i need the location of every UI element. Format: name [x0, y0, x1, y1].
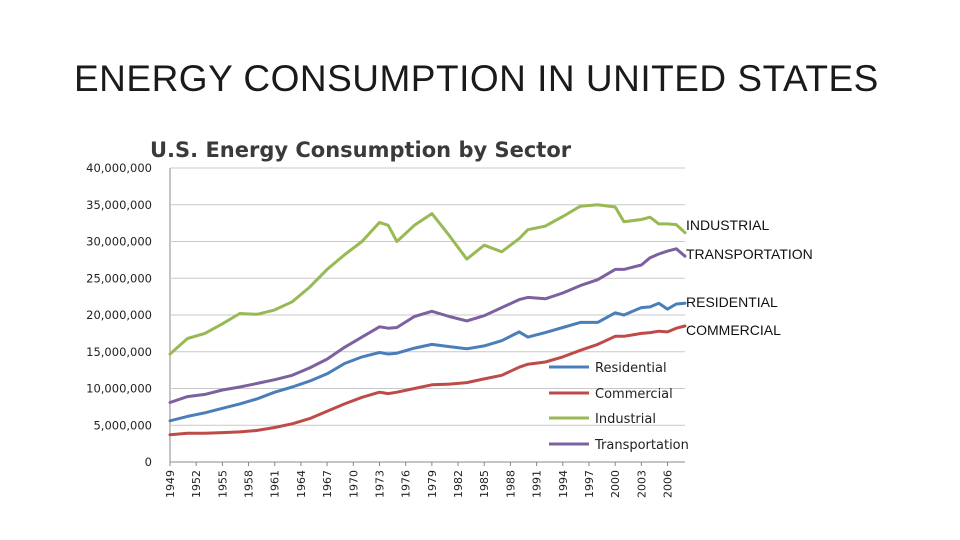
x-tick-label: 1964 — [295, 470, 308, 498]
x-axis-ticks: 1949 1952 1955 1958 1961 1964 1967 1970 1973 1976… — [164, 462, 675, 498]
x-tick-label: 1997 — [583, 470, 596, 498]
chart-title: U.S. Energy Consumption by Sector — [150, 138, 572, 162]
x-tick-label: 2000 — [609, 470, 622, 498]
x-tick-label: 1988 — [504, 470, 517, 498]
series-lines — [168, 203, 687, 437]
y-tick-label: 25,000,000 — [86, 271, 152, 285]
legend-label: Residential — [595, 361, 667, 376]
x-tick-label: 1955 — [216, 470, 229, 498]
y-tick-label: 0 — [145, 455, 152, 469]
y-tick-label: 35,000,000 — [86, 198, 152, 212]
slide-title: ENERGY CONSUMPTION IN UNITED STATES — [74, 58, 879, 99]
series-line-transportation — [168, 247, 687, 404]
series-line-residential — [168, 301, 687, 423]
x-tick-label: 1991 — [531, 470, 544, 498]
legend-label: Industrial — [595, 412, 656, 427]
y-tick-label: 40,000,000 — [86, 161, 152, 175]
label-commercial: COMMERCIAL — [686, 322, 781, 338]
x-tick-label: 1967 — [321, 470, 334, 498]
x-tick-label: 1961 — [269, 470, 282, 498]
x-tick-label: 1994 — [557, 470, 570, 498]
label-industrial: INDUSTRIAL — [686, 217, 770, 233]
x-tick-label: 1973 — [373, 470, 386, 498]
series-line-industrial — [168, 203, 687, 356]
x-tick-label: 1949 — [164, 470, 177, 498]
x-tick-label: 1979 — [426, 470, 439, 498]
x-tick-label: 2006 — [662, 470, 675, 498]
x-tick-label: 1985 — [478, 470, 491, 498]
y-axis-ticks: 0 5,000,000 10,000,000 15,000,000 20,000,000… — [86, 161, 152, 469]
x-tick-label: 1952 — [190, 470, 203, 498]
label-residential: RESIDENTIAL — [686, 294, 778, 310]
series-line-commercial — [168, 324, 687, 437]
x-tick-label: 1958 — [243, 470, 256, 498]
legend-label: Transportation — [594, 438, 689, 453]
label-transportation: TRANSPORTATION — [686, 246, 813, 262]
x-tick-label: 1976 — [400, 470, 413, 498]
x-tick-label: 1982 — [452, 470, 465, 498]
y-tick-label: 15,000,000 — [86, 345, 152, 359]
legend: Residential Commercial Industrial Transport… — [549, 361, 689, 453]
y-tick-label: 10,000,000 — [86, 382, 152, 396]
y-tick-label: 5,000,000 — [93, 418, 152, 432]
y-tick-label: 20,000,000 — [86, 308, 152, 322]
x-tick-label: 2003 — [635, 470, 648, 498]
x-tick-label: 1970 — [347, 470, 360, 498]
legend-label: Commercial — [595, 387, 673, 402]
y-tick-label: 30,000,000 — [86, 235, 152, 249]
